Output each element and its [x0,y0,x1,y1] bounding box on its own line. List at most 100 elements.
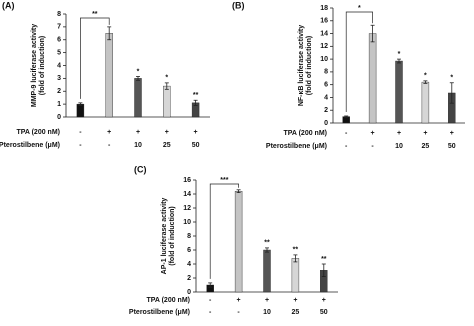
y-tick-label: 5 [57,49,61,56]
error-bar [193,99,198,106]
significance-label: * [398,51,401,58]
error-bar [423,80,428,84]
significance-label: * [424,73,427,80]
y-tick-label: 10 [320,56,328,63]
y-tick-label: 14 [183,191,191,198]
y-axis-label: (fold of induction) [306,36,313,95]
y-tick-label: 4 [187,261,191,268]
error-bar [236,189,241,194]
x-tick-label: 10 [263,309,271,316]
bracket-label: ** [92,11,98,18]
y-axis-label: (fold of induction) [169,206,176,265]
error-bar [449,82,454,104]
bracket-label: * [358,5,361,12]
x-tick-label: 10 [134,142,142,149]
y-tick-label: 16 [320,18,328,25]
significance-bracket [345,11,373,112]
panel-label: (C) [134,164,147,174]
x-tick-label: + [450,130,454,137]
y-tick-label: 8 [187,233,191,240]
x-tick-label: + [194,129,198,136]
y-tick-label: 10 [183,219,191,226]
bar [163,85,171,118]
y-tick-label: 6 [57,37,61,44]
x-tick-label: 50 [448,143,456,150]
bar [421,81,430,124]
error-bar [136,76,140,81]
error-bar [344,115,349,118]
y-tick-label: 0 [324,120,328,127]
y-tick-label: 2 [187,275,191,282]
row-label: Pterostilbene (μM) [129,309,190,316]
panel-label: (A) [2,0,15,10]
y-tick-label: 18 [320,5,328,12]
x-tick-label: + [107,129,111,136]
y-axis-label: MMP-9 luciferase activity [31,24,38,107]
significance-label: * [450,75,453,82]
error-bar [208,282,213,288]
bracket-label: *** [220,177,228,184]
error-bar [370,24,375,43]
y-tick-label: 0 [187,289,191,296]
x-tick-label: + [265,297,269,304]
row-label: Pterostilbene (μM) [266,143,327,150]
panel-label: (B) [232,0,245,10]
x-tick-label: + [237,297,241,304]
bar [134,78,142,118]
x-tick-label: - [79,142,82,149]
bar [234,190,243,293]
error-bar [293,254,298,263]
significance-bracket [209,183,239,279]
x-tick-label: 25 [292,309,300,316]
x-tick-label: 25 [422,143,430,150]
y-tick-label: 8 [324,69,328,76]
x-tick-label: + [371,130,375,137]
row-label: TPA (200 nM) [16,129,60,136]
x-tick-label: 50 [320,309,328,316]
x-tick-label: - [237,309,240,316]
y-tick-label: 1 [57,101,61,108]
x-tick-label: - [345,130,348,137]
x-tick-label: + [322,297,326,304]
y-tick-label: 2 [57,88,61,95]
y-tick-label: 0 [57,114,61,121]
error-bar [107,26,112,41]
y-tick-label: 6 [187,247,191,254]
x-tick-label: - [108,142,111,149]
row-label: TPA (200 nM) [283,130,327,137]
y-axis-label: NF-κB luciferase activity [298,25,305,106]
x-tick-label: + [165,129,169,136]
x-tick-label: - [79,129,82,136]
significance-label: ** [321,256,327,263]
bar [395,60,403,124]
y-tick-label: 6 [324,82,328,89]
error-bar [265,247,269,253]
y-tick-label: 12 [183,205,191,212]
x-tick-label: - [209,297,212,304]
error-bar [397,58,401,64]
error-bar [321,263,326,278]
x-tick-label: - [209,309,212,316]
bar [76,103,85,118]
y-tick-label: 16 [183,177,191,184]
y-axis-label: (fold of induction) [39,36,46,95]
x-tick-label: 50 [192,142,200,149]
bar [368,33,377,124]
row-label: TPA (200 nM) [146,297,190,304]
x-tick-label: 10 [395,143,403,150]
x-tick-label: - [371,143,374,150]
x-tick-label: + [397,130,401,137]
row-label: Pterostilbene (μM) [0,142,60,149]
y-tick-label: 3 [57,75,61,82]
y-tick-label: 14 [320,30,328,37]
x-tick-label: - [345,143,348,150]
significance-label: * [165,75,168,82]
significance-bracket [80,17,110,99]
x-tick-label: + [423,130,427,137]
y-axis-label: AP-1 luciferase activity [161,198,168,275]
y-tick-label: 4 [324,94,328,101]
x-tick-label: + [293,297,297,304]
y-tick-label: 7 [57,24,61,31]
y-tick-label: 2 [324,107,328,114]
x-tick-label: + [136,129,140,136]
